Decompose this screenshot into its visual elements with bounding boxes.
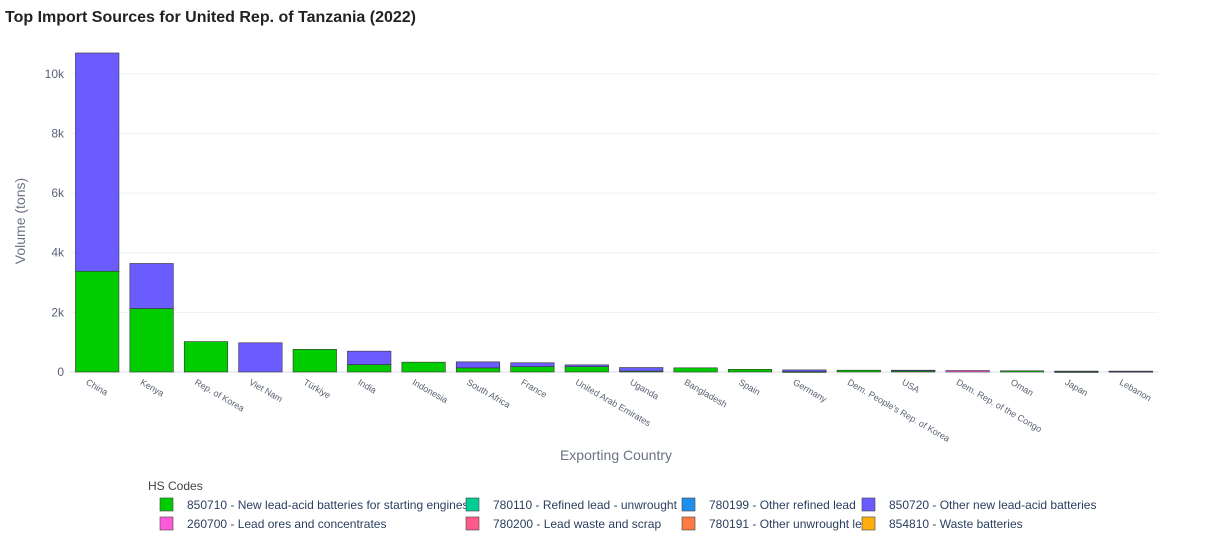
legend-swatch [861,497,876,512]
x-tick-label: Rep. of Korea [193,377,246,413]
bar-segment [347,364,392,373]
x-tick-label: France [519,377,548,400]
y-tick-label: 8k [51,126,65,140]
chart-title: Top Import Sources for United Rep. of Ta… [5,9,417,26]
x-tick-label: Lebanon [1118,377,1153,403]
legend-entry: 780110 - Refined lead - unwrought [493,498,678,512]
bar-segment [455,367,501,373]
x-tick-label: Oman [1009,377,1035,398]
legend-swatch [465,516,480,531]
y-axis-ticks: 0 2k 4k 6k 8k 10k [45,67,65,379]
bar-segment [75,52,120,272]
legend-swatch [681,516,696,531]
y-tick-label: 4k [51,246,65,260]
legend-entry: 780199 - Other refined lead [709,498,856,512]
y-tick-label: 6k [51,186,65,200]
legend-entry: 854810 - Waste batteries [889,517,1023,531]
legend-title: HS Codes [148,479,203,493]
bar-segment [401,361,446,373]
legend-entry: 260700 - Lead ores and concentrates [187,517,386,531]
y-tick-label: 10k [45,67,65,81]
bar-segment [891,369,936,372]
bar-segment [1108,370,1153,373]
x-tick-label: South Africa [465,377,512,410]
legend-entry: 780191 - Other unwrought lead [709,517,875,531]
x-tick-label: Viet Nam [247,377,284,404]
x-tick-label: Spain [737,377,762,397]
bar-segment [673,367,718,373]
x-tick-label: Indonesia [411,377,450,405]
x-axis-title: Exporting Country [560,447,672,463]
bar-segment [510,362,555,367]
bar-segment [347,350,392,365]
x-tick-label: Uganda [628,377,660,401]
x-tick-label: USA [900,377,921,395]
bar-segment [727,369,773,373]
x-tick-label: Germany [791,377,828,404]
x-tick-label: Japan [1063,377,1089,398]
bar-segment [455,361,501,369]
bar-segment [510,366,555,373]
bar-segment [183,341,229,373]
x-tick-label: Kenya [139,377,166,398]
legend-entry: 850710 - New lead-acid batteries for sta… [187,498,469,512]
bar-segment [564,364,609,367]
x-axis-ticks: China Kenya Rep. of Korea Viet Nam Türkiye In… [84,377,1153,444]
bar-segment [1054,370,1099,373]
x-tick-label: Türkiye [302,377,333,400]
x-tick-label: India [356,377,378,395]
x-tick-label: Bangladesh [683,377,729,409]
legend-entry: 850720 - Other new lead-acid batteries [889,498,1096,512]
y-tick-label: 0 [57,365,64,379]
bar-segment [292,349,337,373]
bar-segment [129,263,174,309]
bar-segment [619,367,664,372]
bar-segment [129,308,174,373]
x-tick-label: China [84,377,109,397]
legend-swatch [861,516,876,531]
legend-swatch [159,497,174,512]
bar-segment [782,369,827,373]
legend-entry: 780200 - Lead waste and scrap [493,517,661,531]
gridlines [70,73,1158,373]
bar-segment [564,366,609,373]
bar-segment [75,270,120,373]
bars [75,52,1153,373]
bar-segment [945,370,990,373]
legend-swatch [159,516,174,531]
bar-segment [238,342,283,373]
y-tick-label: 2k [51,305,65,319]
bar-segment [836,369,881,373]
legend: HS Codes 850710 - New lead-acid batterie… [148,479,1096,531]
legend-swatch [465,497,480,512]
y-axis-title: Volume (tons) [12,178,28,264]
bar-segment [999,370,1045,373]
legend-swatch [681,497,696,512]
x-tick-label: Dem. People's Rep. of Korea [846,377,952,444]
